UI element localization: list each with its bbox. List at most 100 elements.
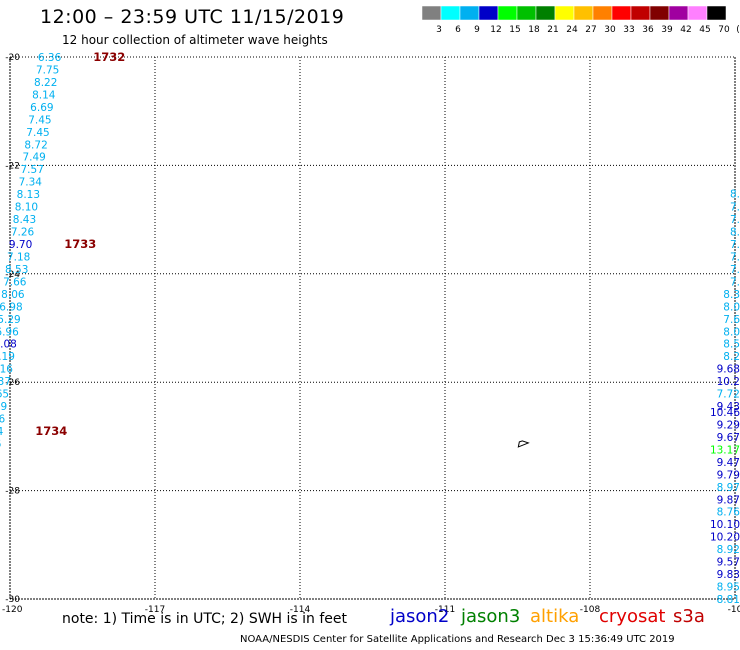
legend-label: 30 xyxy=(604,25,616,35)
wave-height-point: 8.43 xyxy=(13,214,36,226)
x-tick-label: -114 xyxy=(290,605,311,615)
wave-height-point: 8.10 xyxy=(15,202,38,214)
wave-height-point: 8.0 xyxy=(723,326,740,338)
legend-label: 21 xyxy=(547,25,558,35)
pass-time-label: 1732 xyxy=(93,50,125,64)
wave-height-point: 8.5 xyxy=(723,339,740,351)
wave-height-point: 8. xyxy=(730,227,740,239)
wave-height-point: 6.98 xyxy=(0,301,23,313)
legend-label: 70 xyxy=(718,25,730,35)
legend-label: 24 xyxy=(566,25,578,35)
legend-swatch xyxy=(630,5,651,21)
legend-swatch xyxy=(649,5,670,21)
wave-height-point: 7. xyxy=(730,214,740,226)
wave-height-point: 7. xyxy=(730,264,740,276)
legend-label: (ft) xyxy=(736,25,740,35)
wave-height-point: 8.92 xyxy=(717,544,740,556)
wave-height-point: 10.10 xyxy=(710,519,740,531)
wave-height-point: 7.34 xyxy=(19,177,43,189)
wave-height-point: 10.20 xyxy=(710,532,740,544)
satellite-jason3-label: jason3 xyxy=(461,606,521,627)
wave-height-point: 7.66 xyxy=(3,276,27,288)
wave-height-point: 9.43 xyxy=(717,401,740,413)
wave-height-point: 7.57 xyxy=(21,164,44,176)
island-outline xyxy=(517,440,530,448)
satellite-jason2-label: jason2 xyxy=(390,606,450,627)
satellite-cryosat-label: cryosat xyxy=(599,606,666,627)
legend-swatch xyxy=(611,5,632,21)
legend-swatch xyxy=(535,5,556,21)
wave-height-point: 9.83 xyxy=(717,569,740,581)
plot-frame xyxy=(9,56,736,600)
wave-height-point: 8.13 xyxy=(17,189,40,201)
wave-height-point: 9.79 xyxy=(717,469,740,481)
wave-height-point: 8.72 xyxy=(24,139,47,151)
y-tick-label: -26 xyxy=(5,378,20,388)
satellite-altika-label: altika xyxy=(530,606,580,627)
wave-height-point: 7.6 xyxy=(723,314,740,326)
wave-height-point: 7.49 xyxy=(22,152,45,164)
y-tick-label: -28 xyxy=(5,487,20,497)
legend-swatch xyxy=(592,5,613,21)
wave-height-point: 8.95 xyxy=(717,582,740,594)
x-tick-label: -10 xyxy=(728,605,740,615)
wave-height-point: 8.06 xyxy=(1,289,25,301)
wave-height-point: 9.29 xyxy=(717,419,740,431)
wave-height-point: 8.14 xyxy=(32,89,56,101)
pass-time-label: 1733 xyxy=(64,237,96,251)
wave-height-point: 8.97 xyxy=(717,482,740,494)
wave-height-point: 7.26 xyxy=(11,227,35,239)
wave-height-point: 9.67 xyxy=(717,432,740,444)
y-tick-label: -24 xyxy=(5,270,20,280)
wave-height-point: 9.68 xyxy=(717,364,740,376)
chart-title: 12:00 – 23:59 UTC 11/15/2019 xyxy=(40,6,345,28)
wave-height-point: 7.37 xyxy=(0,376,11,388)
footer-credit: NOAA/NESDIS Center for Satellite Applica… xyxy=(240,634,675,645)
wave-height-point: 10.2 xyxy=(717,376,740,388)
legend-label: 3 xyxy=(436,25,442,35)
legend-swatch xyxy=(706,5,727,21)
legend-label: 12 xyxy=(490,25,501,35)
wave-height-point: 9.57 xyxy=(717,557,740,569)
legend-swatch xyxy=(516,5,537,21)
legend-swatch xyxy=(440,5,461,21)
legend-label: 9 xyxy=(474,25,480,35)
footer-note: note: 1) Time is in UTC; 2) SWH is in fe… xyxy=(62,611,348,627)
satellite-s3a-label: s3a xyxy=(673,606,705,627)
wave-height-point: 7.65 xyxy=(0,389,9,401)
wave-height-point: 10.46 xyxy=(710,407,740,419)
wave-height-point: 7. xyxy=(730,251,740,263)
wave-height-point: 8.06 xyxy=(0,414,6,426)
wave-height-point: 9.70 xyxy=(9,239,32,251)
wave-height-point: 7.19 xyxy=(0,351,15,363)
wave-height-point: 8.76 xyxy=(717,507,740,519)
wave-height-point: 7. xyxy=(730,239,740,251)
wave-height-point: 8.26 xyxy=(0,438,2,450)
chart-subtitle: 12 hour collection of altimeter wave hei… xyxy=(62,33,328,47)
pass-time-label: 1734 xyxy=(35,424,67,438)
legend-label: 33 xyxy=(623,25,634,35)
wave-height-point: 8.81 xyxy=(717,594,740,606)
wave-height-point: 8.53 xyxy=(5,264,28,276)
legend-swatch xyxy=(478,5,499,21)
wave-height-point: 6.69 xyxy=(30,102,53,114)
x-tick-label: -117 xyxy=(145,605,165,615)
legend-label: 27 xyxy=(585,25,596,35)
wave-height-point: 7.18 xyxy=(7,251,30,263)
x-tick-label: -108 xyxy=(580,605,601,615)
wave-height-point: 8. xyxy=(730,189,740,201)
legend-swatch xyxy=(668,5,689,21)
wave-height-point: 6.36 xyxy=(38,52,62,64)
legend-swatch xyxy=(421,5,442,21)
legend-swatch xyxy=(573,5,594,21)
wave-height-point: 7.72 xyxy=(717,389,740,401)
legend-label: 36 xyxy=(642,25,654,35)
legend-label: 15 xyxy=(509,25,520,35)
wave-height-point: 8.22 xyxy=(34,77,57,89)
legend-label: 42 xyxy=(680,25,691,35)
wave-height-point: 5.29 xyxy=(0,314,21,326)
wave-height-point: 9.47 xyxy=(717,457,740,469)
wave-height-point: 7.75 xyxy=(36,64,59,76)
wave-height-point: 7.99 xyxy=(0,401,7,413)
